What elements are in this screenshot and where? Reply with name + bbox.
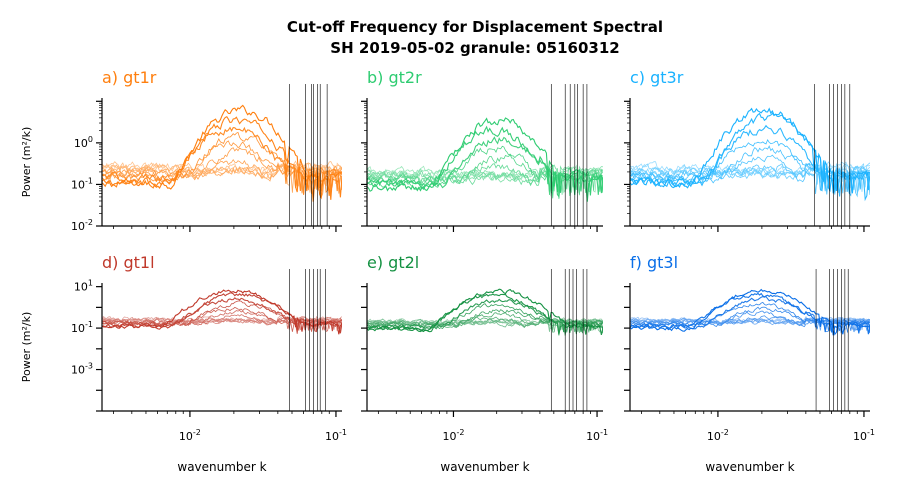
panel-title-d: d) gt1l bbox=[102, 253, 155, 272]
series-b-5 bbox=[367, 163, 603, 196]
series-f-1 bbox=[630, 292, 870, 336]
series-c-2 bbox=[630, 124, 870, 202]
y-tick-label-d-1: 10-1 bbox=[71, 320, 93, 335]
panel-b: b) gt2r bbox=[361, 68, 603, 232]
plot-area-c bbox=[630, 107, 870, 202]
series-e-8 bbox=[367, 318, 603, 333]
panel-c: c) gt3r bbox=[624, 68, 870, 232]
x-axis-label-e: wavenumber k bbox=[440, 460, 529, 474]
series-b-7 bbox=[367, 164, 603, 192]
series-a-4 bbox=[102, 140, 342, 198]
x-tick-label-e-1: 10-1 bbox=[586, 428, 608, 443]
plot-area-d bbox=[102, 289, 342, 335]
panel-title-e: e) gt2l bbox=[367, 253, 419, 272]
x-tick-label-f-0: 10-2 bbox=[707, 428, 729, 443]
series-a-8 bbox=[102, 162, 342, 185]
x-axis-label-f: wavenumber k bbox=[705, 460, 794, 474]
series-d-2 bbox=[102, 297, 342, 333]
x-axis-label-d: wavenumber k bbox=[177, 460, 266, 474]
plot-area-e bbox=[367, 288, 603, 336]
series-d-10 bbox=[102, 316, 342, 332]
x-tick-label-d-1: 10-1 bbox=[325, 428, 347, 443]
y-axis-label-a: Power (m²/k) bbox=[20, 127, 33, 198]
series-a-1 bbox=[102, 115, 342, 202]
panel-title-c: c) gt3r bbox=[630, 68, 684, 87]
panel-d: d) gt1l 10-2 10-1 101 10-1 10-3 Power (m²/k) wa… bbox=[20, 253, 347, 474]
series-f-7 bbox=[630, 318, 870, 331]
figure-title-line2: SH 2019-05-02 granule: 05160312 bbox=[330, 39, 619, 57]
series-a-0 bbox=[102, 104, 342, 200]
y-tick-label-d-2: 10-3 bbox=[71, 362, 93, 377]
series-e-0 bbox=[367, 288, 603, 333]
y-axis-label-d: Power (m²/k) bbox=[20, 312, 33, 383]
y-tick-label-a-1: 10-1 bbox=[71, 176, 93, 191]
series-b-2 bbox=[367, 136, 603, 196]
y-tick-label-a-0: 100 bbox=[74, 135, 93, 150]
series-b-10 bbox=[367, 165, 603, 194]
y-tick-label-a-2: 10-2 bbox=[71, 218, 93, 233]
series-e-1 bbox=[367, 293, 603, 336]
series-c-1 bbox=[630, 112, 870, 193]
y-tick-label-d-0: 101 bbox=[74, 279, 93, 294]
panel-a: a) gt1r 100 10-1 10-2 Power (m²/k) bbox=[20, 68, 342, 233]
series-b-0 bbox=[367, 117, 603, 202]
series-c-4 bbox=[630, 145, 870, 195]
x-tick-label-d-0: 10-2 bbox=[179, 428, 201, 443]
panel-e: e) gt2l 10-2 10-1 wavenumber k bbox=[361, 253, 608, 474]
panel-f: f) gt3l 10-2 10-1 wavenumber k bbox=[624, 253, 875, 474]
plot-area-f bbox=[630, 288, 870, 336]
series-f-0 bbox=[630, 288, 870, 336]
panel-title-f: f) gt3l bbox=[630, 253, 678, 272]
series-c-0 bbox=[630, 107, 870, 194]
panel-title-b: b) gt2r bbox=[367, 68, 422, 87]
x-tick-label-f-1: 10-1 bbox=[853, 428, 875, 443]
figure-title-line1: Cut-off Frequency for Displacement Spect… bbox=[287, 18, 663, 36]
plot-area-a bbox=[102, 104, 342, 202]
panel-title-a: a) gt1r bbox=[102, 68, 157, 87]
plot-area-b bbox=[367, 117, 603, 202]
x-tick-label-e-0: 10-2 bbox=[442, 428, 464, 443]
series-a-3 bbox=[102, 131, 342, 194]
series-d-0 bbox=[102, 289, 342, 335]
series-b-3 bbox=[367, 145, 603, 199]
